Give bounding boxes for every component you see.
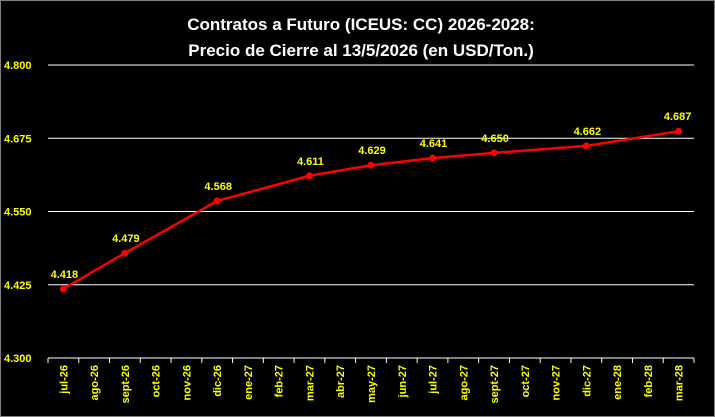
data-point — [490, 149, 498, 157]
y-tick-label: 4.300 — [4, 353, 32, 365]
x-tick-label: ago-27 — [458, 365, 470, 400]
x-tick-label: abr-27 — [335, 365, 347, 398]
x-tick-label: mar-27 — [304, 365, 316, 401]
x-tick-label: nov-27 — [551, 365, 563, 400]
data-point — [59, 285, 67, 293]
x-tick-label: ene-28 — [612, 365, 624, 400]
data-point — [675, 127, 683, 135]
data-point — [121, 249, 129, 257]
x-tick-label: sept-27 — [489, 365, 501, 404]
y-axis-ticks: 4.300 4.425 4.550 4.675 4.800 — [4, 60, 32, 365]
x-tick-label: jul-27 — [428, 365, 440, 395]
data-labels: 4.418 4.479 4.568 4.611 4.629 4.641 4.650 4.662… — [51, 111, 692, 281]
x-tick-label: mar-28 — [674, 365, 686, 401]
data-point — [213, 197, 221, 205]
data-label: 4.479 — [112, 233, 140, 245]
data-label: 4.418 — [51, 269, 79, 281]
x-tick-label: dic-26 — [212, 365, 224, 397]
chart-title-line1: Contratos a Futuro (ICEUS: CC) 2026-2028… — [187, 15, 535, 34]
x-tick-label: oct-26 — [151, 365, 163, 397]
data-point — [305, 172, 313, 180]
x-axis-ticks: jul-26 ago-26 sept-26 oct-26 nov-26 dic-26 ene… — [58, 365, 685, 404]
gridlines — [47, 64, 695, 363]
x-tick-label: oct-27 — [520, 365, 532, 397]
y-tick-label: 4.425 — [4, 280, 32, 292]
x-tick-label: ene-27 — [243, 365, 255, 400]
x-tick-label: sept-26 — [120, 365, 132, 404]
x-tick-label: ago-26 — [89, 365, 101, 400]
data-points — [59, 127, 683, 293]
x-tick-label: feb-27 — [274, 365, 286, 397]
data-label: 4.568 — [204, 181, 232, 193]
x-tick-label: feb-28 — [643, 365, 655, 397]
chart-title-line2: Precio de Cierre al 13/5/2026 (en USD/To… — [188, 41, 534, 60]
x-tick-label: jun-27 — [397, 365, 409, 398]
data-label: 4.629 — [358, 145, 386, 157]
data-point — [429, 154, 437, 162]
data-label: 4.662 — [574, 126, 602, 138]
data-label: 4.641 — [420, 138, 448, 150]
y-tick-label: 4.550 — [4, 207, 32, 219]
x-tick-label: may-27 — [366, 365, 378, 403]
y-tick-label: 4.800 — [4, 60, 32, 72]
x-tick-label: nov-26 — [181, 365, 193, 400]
x-tick-label: dic-27 — [581, 365, 593, 397]
data-label: 4.687 — [664, 111, 692, 123]
data-label: 4.650 — [481, 133, 509, 145]
data-point — [582, 142, 590, 150]
data-point — [367, 161, 375, 169]
y-tick-label: 4.675 — [4, 133, 32, 145]
x-tick-label: jul-26 — [58, 365, 70, 395]
data-label: 4.611 — [297, 156, 324, 168]
